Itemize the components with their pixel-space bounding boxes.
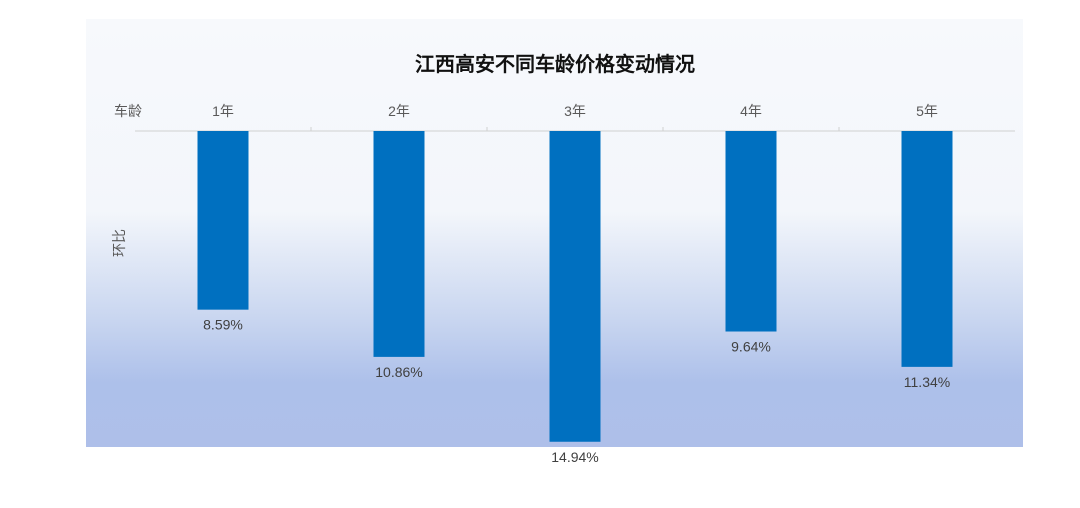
data-label: 8.59% <box>203 317 243 333</box>
x-tick-label: 3年 <box>564 103 586 119</box>
bar <box>197 131 249 310</box>
x-tick-label: 2年 <box>388 103 410 119</box>
data-label: 14.94% <box>551 449 598 465</box>
bars-group <box>197 131 953 442</box>
bar <box>549 131 601 442</box>
x-tick-label: 5年 <box>916 103 938 119</box>
chart-title: 江西高安不同车龄价格变动情况 <box>415 52 695 76</box>
bar <box>725 131 777 332</box>
data-label: 11.34% <box>904 374 950 390</box>
x-tick-label: 4年 <box>740 103 762 119</box>
data-labels-group: 8.59% 10.86% 14.94% 9.64% 11.34% <box>203 317 950 465</box>
y-axis-label: 环比 <box>111 229 127 257</box>
bar <box>901 131 953 367</box>
x-axis-ticks: 1年 2年 3年 4年 5年 <box>212 103 938 131</box>
data-label: 10.86% <box>375 364 422 380</box>
x-tick-label: 1年 <box>212 103 234 119</box>
x-axis-label: 车龄 <box>114 103 142 119</box>
bar <box>373 131 425 357</box>
data-label: 9.64% <box>731 339 771 355</box>
